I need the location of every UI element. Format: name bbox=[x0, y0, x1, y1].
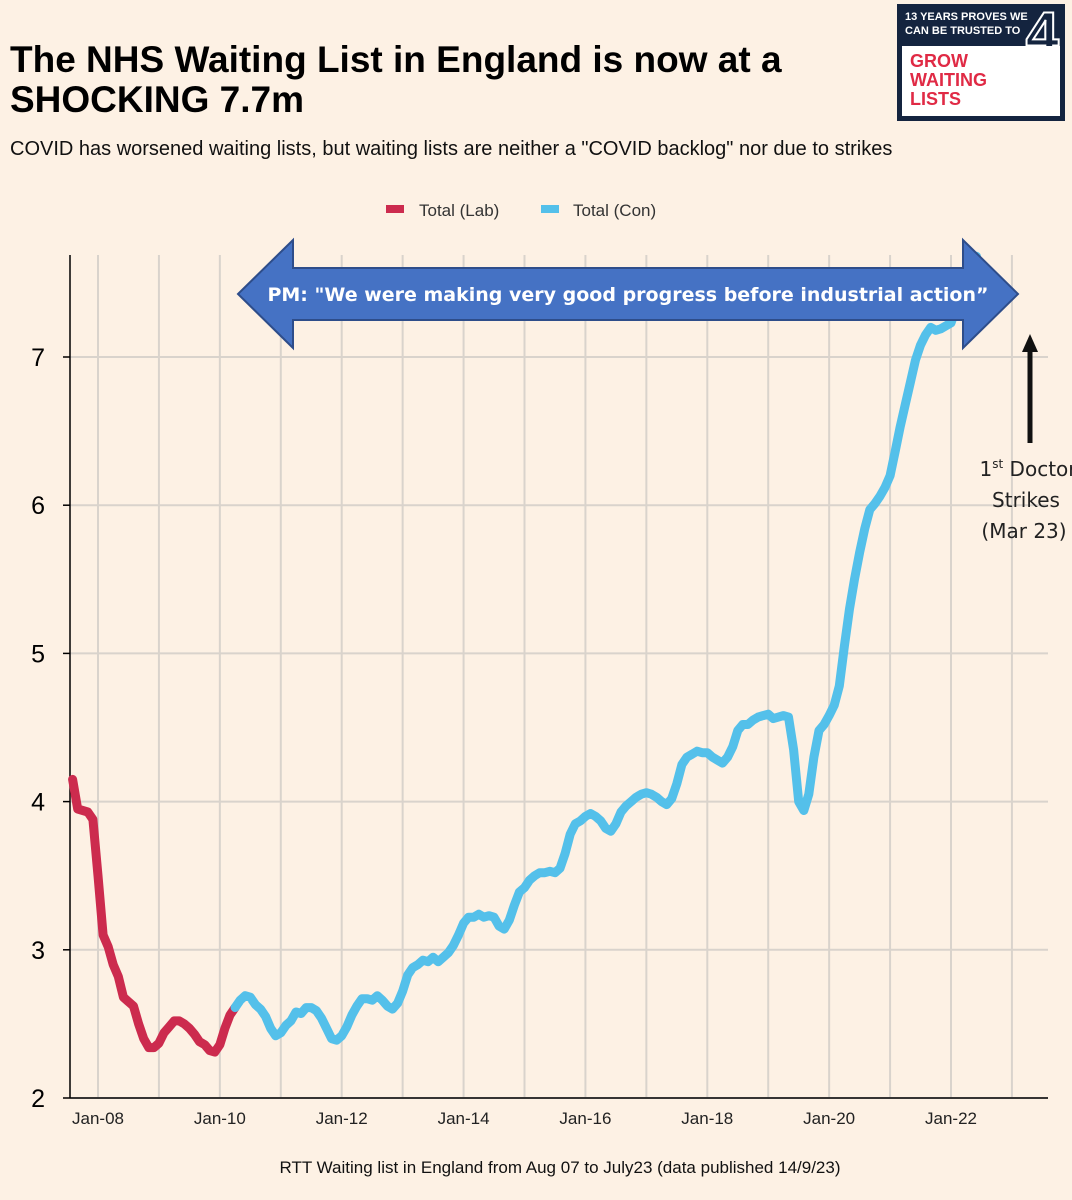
chart-grid bbox=[70, 255, 1048, 1099]
strike-label-num: 1 bbox=[980, 457, 993, 481]
x-tick-label: Jan-16 bbox=[559, 1109, 611, 1128]
strike-annotation: 1st Doctor Strikes (Mar 23) bbox=[980, 334, 1072, 543]
y-tick-label: 4 bbox=[31, 789, 45, 817]
x-tick-label: Jan-20 bbox=[803, 1109, 855, 1128]
strike-arrow-head bbox=[1022, 334, 1038, 352]
x-tick-label: Jan-22 bbox=[925, 1109, 977, 1128]
legend-label-con: Total (Con) bbox=[573, 201, 656, 220]
legend: Total (Lab) Total (Con) bbox=[386, 201, 656, 220]
page-subtitle: COVID has worsened waiting lists, but wa… bbox=[10, 138, 893, 160]
x-tick-label: Jan-08 bbox=[72, 1109, 124, 1128]
pm-quote-arrow: PM: "We were making very good progress b… bbox=[236, 237, 1020, 351]
logo-box: GROW WAITING LISTS bbox=[902, 46, 1060, 116]
x-tick-label: Jan-12 bbox=[316, 1109, 368, 1128]
strike-label-line2: Strikes bbox=[992, 488, 1060, 512]
double-arrow-shape bbox=[236, 237, 1020, 351]
strike-label-rest: Doctor bbox=[1003, 457, 1072, 481]
x-tick-label: Jan-10 bbox=[194, 1109, 246, 1128]
y-tick-label: 2 bbox=[31, 1085, 45, 1113]
y-tick-label: 7 bbox=[31, 344, 45, 372]
series-line-con bbox=[230, 251, 981, 1045]
campaign-logo: 13 YEARS PROVES WE CAN BE TRUSTED TO 4 G… bbox=[897, 1, 1065, 121]
strike-label-line3: (Mar 23) bbox=[981, 519, 1066, 543]
legend-swatch-lab bbox=[386, 205, 404, 213]
x-axis-ticks: Jan-08 Jan-10 Jan-12 Jan-14 Jan-16 Jan-18 Jan-… bbox=[72, 1109, 977, 1128]
x-tick-label: Jan-18 bbox=[681, 1109, 733, 1128]
legend-label-lab: Total (Lab) bbox=[419, 201, 499, 220]
logo-top-text: 13 YEARS PROVES WE CAN BE TRUSTED TO bbox=[905, 11, 1028, 37]
legend-swatch-con bbox=[541, 205, 559, 213]
series-lines bbox=[68, 251, 981, 1057]
y-axis-ticks: 2 3 4 5 6 7 bbox=[31, 344, 70, 1113]
pm-quote-text: PM: "We were making very good progress b… bbox=[267, 284, 988, 306]
series-line-lab bbox=[68, 774, 240, 1057]
page-title: The NHS Waiting List in England is now a… bbox=[10, 39, 782, 120]
chart-footnote: RTT Waiting list in England from Aug 07 … bbox=[279, 1158, 841, 1177]
strike-label-line1: 1st Doctor bbox=[980, 457, 1072, 481]
logo-words: GROW WAITING LISTS bbox=[910, 51, 987, 109]
y-tick-label: 6 bbox=[31, 492, 45, 520]
y-tick-label: 5 bbox=[31, 640, 45, 668]
strike-label-sup: st bbox=[992, 457, 1003, 471]
y-tick-label: 3 bbox=[31, 937, 45, 965]
x-tick-label: Jan-14 bbox=[438, 1109, 490, 1128]
